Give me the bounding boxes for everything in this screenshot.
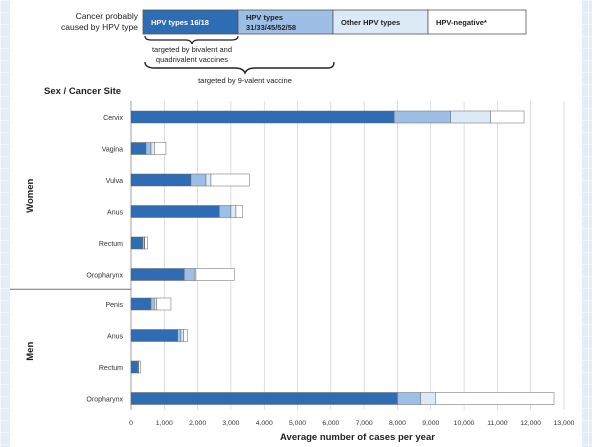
x-tick-label: 3,000 — [222, 420, 239, 427]
x-tick-label: 12,000 — [520, 420, 541, 427]
bar-segment — [219, 205, 232, 218]
x-tick-label: 6,000 — [322, 420, 339, 427]
category-label: Oropharynx — [86, 273, 123, 280]
x-tick-label: 4,000 — [256, 420, 273, 427]
legend-label: HPV types 16/18 — [151, 18, 209, 27]
bar-segment — [180, 329, 184, 342]
category-label: Penis — [105, 302, 123, 309]
bar-segment — [130, 236, 143, 250]
bar-segment — [235, 205, 243, 218]
bar-segment — [150, 142, 155, 155]
legend-label: Other HPV types — [341, 18, 400, 27]
x-tick-label: 13,000 — [554, 420, 575, 427]
legend-swatch — [142, 9, 239, 35]
category-label: Cervix — [103, 115, 123, 122]
bar-segment — [210, 173, 250, 187]
bar-segment — [130, 360, 138, 374]
x-tick-label: 2,000 — [189, 420, 206, 427]
x-tick-label: 0 — [129, 420, 133, 427]
category-label: Vagina — [102, 147, 123, 154]
bar-segment — [130, 142, 147, 155]
legend-label: HPV types — [246, 13, 283, 22]
x-tick-label: 7,000 — [356, 420, 373, 427]
bar-segment — [145, 142, 152, 155]
bar-segment — [450, 110, 491, 124]
x-tick-label: 10,000 — [454, 420, 475, 427]
bar-segment — [420, 392, 437, 405]
x-tick-label: 11,000 — [487, 420, 508, 427]
x-tick-label: 1,000 — [156, 420, 173, 427]
category-label: Rectum — [99, 365, 123, 372]
category-label: Vulva — [106, 178, 123, 185]
bar-segment — [205, 173, 212, 187]
x-axis-label: Average number of cases per year — [280, 432, 435, 443]
legend-title: caused by HPV type — [61, 22, 138, 32]
bar-segment — [138, 360, 141, 374]
category-label: Rectum — [99, 241, 123, 248]
bar-segment — [130, 329, 178, 342]
bivalent-brace — [144, 35, 239, 45]
bar-segment — [490, 110, 525, 124]
ninevalent-note: targeted by 9-valent vaccine — [198, 76, 292, 85]
bar-segment — [154, 142, 167, 155]
bar-segment — [144, 236, 148, 250]
legend-swatch — [332, 9, 429, 35]
category-label: Anus — [107, 334, 123, 341]
group-label: Women — [25, 178, 36, 212]
ninevalent-brace — [144, 61, 335, 75]
bar-segment — [393, 110, 452, 124]
bar-segment — [230, 205, 237, 218]
bar-segment — [150, 297, 155, 311]
x-tick-label: 5,000 — [289, 420, 306, 427]
legend-label: HPV-negative* — [436, 18, 487, 27]
bar-segment — [195, 268, 235, 281]
bar-segment — [130, 173, 192, 187]
legend-title: Cancer probably — [76, 11, 139, 21]
x-tick-label: 8,000 — [389, 420, 406, 427]
bar-segment — [190, 173, 207, 187]
bivalent-note: targeted by bivalent and — [152, 45, 232, 54]
bar-segment — [156, 297, 172, 311]
row-header: Sex / Cancer Site — [44, 86, 121, 97]
group-label: Men — [25, 342, 36, 361]
bar-segment — [397, 392, 422, 405]
bar-segment — [130, 205, 220, 218]
legend-swatch — [237, 9, 334, 35]
bar-segment — [184, 268, 195, 281]
bar-segment — [154, 297, 157, 311]
bar-segment — [183, 329, 188, 342]
bivalent-note: quadrivalent vaccines — [156, 55, 228, 64]
legend-label: 31/33/45/52/58 — [246, 23, 296, 32]
category-label: Anus — [107, 210, 123, 217]
bar-segment — [435, 392, 555, 405]
bar-segment — [130, 297, 152, 311]
chart-card: Cancer probably caused by HPV type HPV typ… — [10, 0, 582, 447]
bar-segment — [130, 268, 185, 281]
category-label: Oropharynx — [86, 397, 123, 404]
bar-segment — [130, 392, 398, 405]
bar-segment — [130, 110, 395, 124]
bar-segment — [177, 329, 182, 342]
x-tick-label: 9,000 — [422, 420, 439, 427]
legend-swatch — [427, 9, 527, 35]
